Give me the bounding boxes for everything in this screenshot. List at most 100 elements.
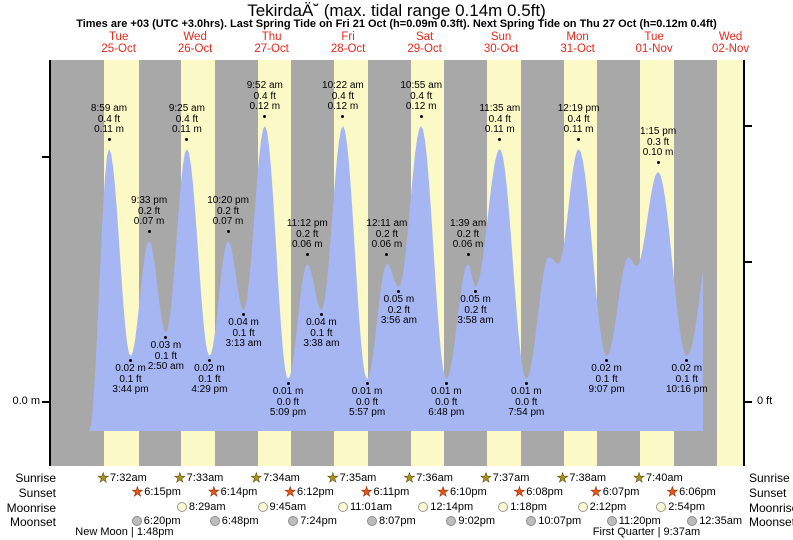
sunrise-time: ★ 7:34am: [250, 469, 300, 485]
sunrise-icon: ★: [403, 469, 416, 485]
left-axis-zero-label: 0.0 m: [12, 395, 40, 407]
tide-event-dot: [319, 313, 323, 316]
tide-chart: 8:59 am 0.4 ft 0.11 m 0.02 m 0.1 ft 3:44 pm 9:…: [50, 60, 744, 466]
day-header: Tue 25-Oct: [101, 31, 136, 55]
tide-event-dot: [656, 160, 660, 164]
tide-annotation-low: 0.04 m 0.1 ft 3:38 am: [277, 311, 365, 350]
tide-annotation-high: 10:55 am 0.4 ft 0.12 m: [377, 80, 465, 120]
tide-annotation-high: 12:11 am 0.2 ft 0.06 m: [343, 218, 431, 258]
tide-annotation-high: 1:15 pm 0.3 ft 0.10 m: [614, 126, 702, 166]
tide-annotation-high: 10:22 am 0.4 ft 0.12 m: [299, 80, 387, 120]
sunrise-time: ★ 7:38am: [556, 469, 607, 485]
sunrise-icon: ★: [97, 469, 110, 485]
tide-annotation-high: 10:20 pm 0.2 ft 0.07 m: [184, 195, 272, 235]
sunset-row-label-left: Sunset: [18, 486, 56, 500]
sunrise-row-label-right: Sunrise: [749, 471, 790, 485]
moonrise-time: 2:12pm: [577, 500, 626, 513]
sunrise-icon: ★: [327, 469, 339, 485]
moonset-icon: [446, 515, 457, 526]
tide-event-dot: [397, 290, 401, 293]
sunrise-icon: ★: [480, 469, 492, 485]
tide-event-dot: [385, 252, 389, 256]
tide-event-dot: [444, 382, 448, 385]
sunset-time: ★ 6:07pm: [590, 483, 640, 499]
sunrise-time: ★ 7:33am: [174, 469, 224, 485]
tide-annotation-high: 9:33 pm 0.2 ft 0.07 m: [105, 195, 193, 235]
tide-event-dot: [577, 137, 581, 141]
sunrise-time: ★ 7:36am: [403, 469, 453, 485]
moonrise-icon: [577, 501, 588, 512]
moonrise-row-label-left: Moonrise: [6, 501, 56, 515]
tide-annotation-low: 0.01 m 0.0 ft 7:54 pm: [482, 380, 570, 419]
tide-annotation-low: 0.04 m 0.1 ft 3:13 am: [200, 311, 288, 350]
tide-annotation-low: 0.02 m 0.1 ft 4:29 pm: [165, 357, 253, 396]
tide-annotation-high: 8:59 am 0.4 ft 0.11 m: [65, 103, 153, 143]
tide-annotation-low: 0.03 m 0.1 ft 2:50 am: [122, 334, 210, 373]
tide-annotation-low: 0.01 m 0.0 ft 5:09 pm: [244, 380, 332, 419]
moonset-icon: [209, 515, 220, 526]
day-header: Mon 31-Oct: [560, 31, 595, 55]
sunrise-time: ★ 7:40am: [633, 469, 683, 485]
sunrise-time: ★ 7:35am: [327, 469, 377, 485]
sunset-icon: ★: [131, 483, 144, 499]
tide-annotation-high: 9:25 am 0.4 ft 0.11 m: [143, 103, 231, 143]
sunset-icon: ★: [208, 483, 220, 499]
tide-annotation-low: 0.02 m 0.1 ft 3:44 pm: [87, 357, 175, 396]
sunrise-icon: ★: [633, 469, 645, 485]
moonrise-icon: [656, 501, 667, 512]
day-header: Fri 28-Oct: [330, 31, 366, 55]
moonset-icon: [606, 515, 617, 526]
moonrise-time: 12:14pm: [418, 500, 473, 513]
sunrise-icon: ★: [250, 469, 263, 485]
tide-event-dot: [685, 359, 689, 362]
moonrise-time: 8:29am: [176, 500, 226, 513]
right-axis-minor-tick: [744, 261, 752, 263]
sunset-time: ★ 6:12pm: [284, 483, 334, 499]
right-axis-zero-tick: [744, 401, 752, 403]
tide-event-dot: [365, 382, 369, 385]
tide-event-dot: [242, 313, 246, 316]
moonset-time: 12:35am: [687, 514, 742, 527]
sunset-time: ★ 6:11pm: [360, 483, 410, 499]
moon-phase-label: New Moon | 1:48pm: [75, 526, 174, 538]
moonset-time: 11:20pm: [606, 514, 661, 527]
sunset-icon: ★: [284, 483, 297, 499]
moonset-time: 9:02pm: [446, 514, 495, 527]
left-axis-minor-tick: [42, 156, 49, 158]
chart-subtitle: Times are +03 (UTC +3.0hrs). Last Spring…: [76, 18, 717, 30]
sunrise-icon: ★: [174, 469, 186, 485]
moonrise-icon: [176, 501, 187, 512]
tide-annotation-low: 0.05 m 0.2 ft 3:58 am: [432, 288, 520, 327]
moonset-time: 6:48pm: [209, 514, 259, 527]
day-header: Tue 01-Nov: [635, 31, 673, 55]
moonrise-icon: [257, 501, 268, 512]
tide-event-dot: [107, 137, 111, 141]
tide-annotation-low: 0.05 m 0.2 ft 3:56 am: [355, 288, 443, 327]
tide-annotation-high: 11:35 am 0.4 ft 0.11 m: [456, 103, 544, 143]
tide-annotation-low: 0.02 m 0.1 ft 9:07 pm: [563, 357, 651, 396]
right-axis-zero-label: 0 ft: [757, 395, 773, 407]
tide-event-dot: [147, 229, 151, 233]
sunrise-time: ★ 7:32am: [97, 469, 147, 485]
tide-event-dot: [207, 359, 211, 362]
tide-event-dot: [263, 114, 267, 118]
tide-annotation-high: 1:39 am 0.2 ft 0.06 m: [424, 218, 512, 258]
sunset-time: ★ 6:06pm: [666, 483, 716, 499]
tide-event-dot: [129, 359, 132, 362]
tide-annotation-low: 0.01 m 0.0 ft 6:48 pm: [402, 380, 490, 419]
left-axis-line: [49, 60, 51, 466]
moon-phase-label: First Quarter | 9:37am: [592, 526, 701, 538]
moonset-icon: [288, 515, 299, 526]
day-header: Wed 02-Nov: [712, 31, 750, 55]
day-header: Wed 26-Oct: [177, 31, 213, 55]
tide-event-dot: [524, 382, 528, 385]
tide-annotation-low: 0.02 m 0.1 ft 10:16 pm: [643, 357, 731, 396]
sunset-time: ★ 6:15pm: [131, 483, 181, 499]
day-header: Sun 30-Oct: [483, 31, 519, 55]
moonset-row-label-right: Moonset: [749, 515, 793, 529]
sunset-time: ★ 6:08pm: [513, 483, 563, 499]
tide-event-dot: [185, 137, 189, 141]
moonrise-time: 9:45am: [257, 500, 306, 513]
moonset-time: 6:20pm: [131, 514, 181, 527]
